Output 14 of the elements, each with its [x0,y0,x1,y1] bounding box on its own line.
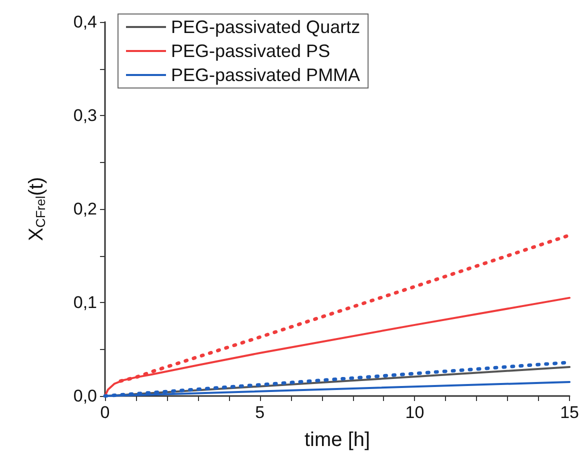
y-tick-label: 0,2 [73,200,97,218]
y-tick-label: 0,1 [73,293,97,312]
y-tick-label: 0,3 [73,106,97,125]
y-axis-title: XCFrel(t) [26,176,48,241]
x-axis-title: time [h] [304,429,370,451]
x-tick-label: 5 [255,403,265,422]
x-tick-label: 10 [405,403,424,422]
legend-label: PEG-passivated Quartz [171,17,360,37]
y-tick-label: 0,0 [73,386,97,406]
legend-label: PEG-passivated PS [171,41,330,61]
x-tick-label: 15 [560,403,580,422]
y-tick-label: 0,4 [73,12,97,32]
legend-label: PEG-passivated PMMA [171,65,360,85]
x-tick-label: 0 [100,403,110,422]
